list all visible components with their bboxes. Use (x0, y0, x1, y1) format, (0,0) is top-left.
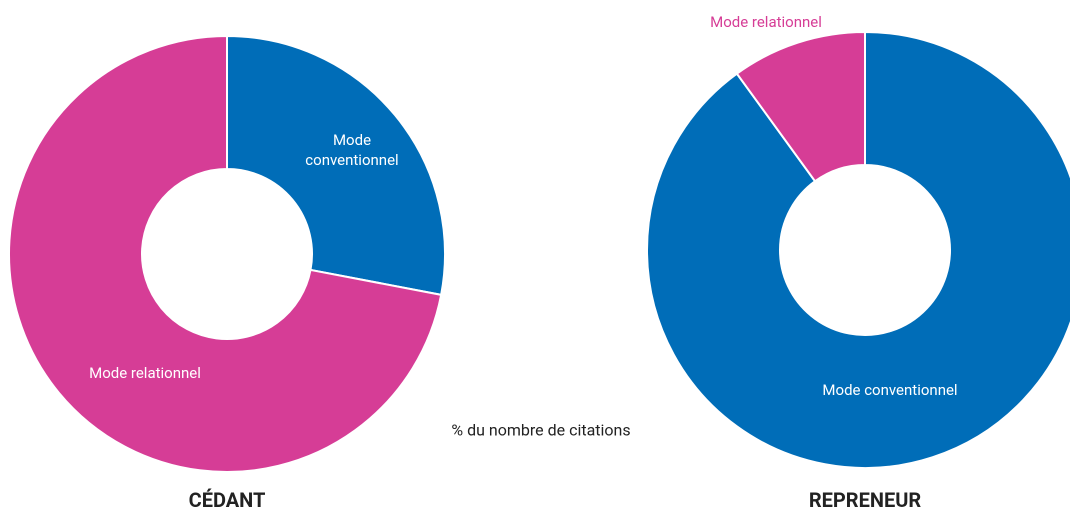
chart-title: REPRENEUR (808, 488, 922, 512)
chart-title: CÉDANT (188, 488, 266, 512)
note: % du nombre de citations (451, 420, 631, 440)
slice (735, 30, 866, 183)
slice-label: Mode conventionnel (305, 131, 399, 169)
slice (646, 30, 1070, 469)
slice (226, 34, 446, 297)
slice-label: Mode conventionnel (822, 381, 958, 399)
slice (8, 34, 443, 473)
slice-label: Mode relationnel (89, 364, 201, 382)
slice-label: Mode relationnel (710, 13, 822, 31)
